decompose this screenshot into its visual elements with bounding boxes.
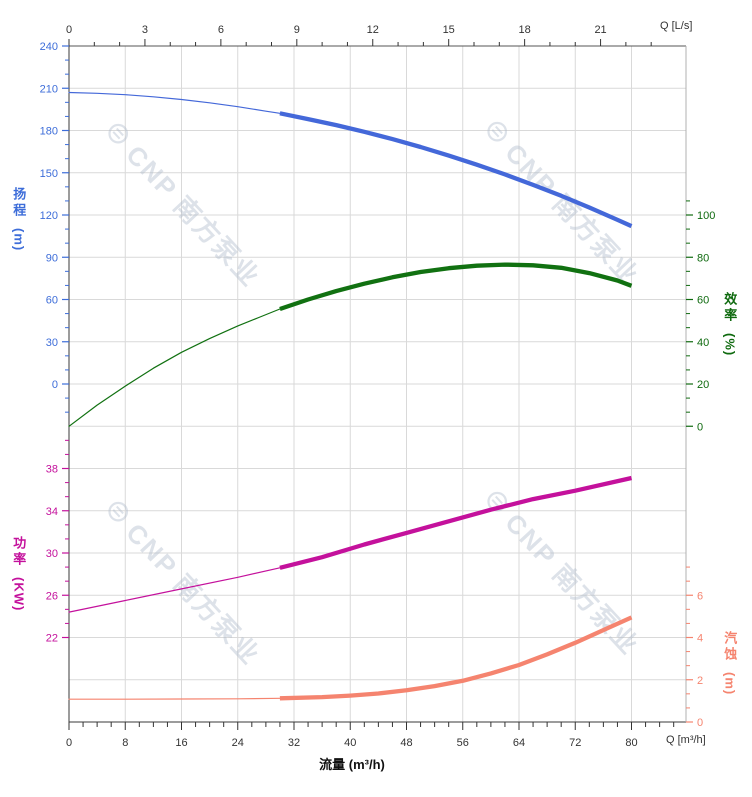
bottom-axis-tick-label: 0 bbox=[66, 737, 72, 749]
npsh-axis-tick-label: 2 bbox=[697, 675, 703, 687]
head-axis-tick-label: 150 bbox=[40, 168, 58, 180]
head-axis-tick-label: 90 bbox=[46, 252, 58, 264]
top-axis-tick-label: 0 bbox=[66, 24, 72, 36]
watermark-cnp: ⊜ CNP 南方泵业 bbox=[96, 112, 270, 294]
bottom-axis-tick-label: 16 bbox=[175, 737, 187, 749]
head-axis-tick-label: 240 bbox=[40, 41, 58, 53]
bottom-axis-tick-label: 64 bbox=[513, 737, 525, 749]
efficiency-curve bbox=[279, 262, 633, 312]
head-axis-tick-label: 180 bbox=[40, 126, 58, 138]
top-axis-tick-label: 3 bbox=[142, 24, 148, 36]
bottom-axis-tick-label: 40 bbox=[344, 737, 356, 749]
watermark-cnp: ⊜ CNP 南方泵业 bbox=[475, 480, 649, 662]
efficiency-axis-title: 效率 (%) bbox=[722, 292, 738, 357]
efficiency-axis-tick-label: 60 bbox=[697, 295, 709, 307]
bottom-axis-tick-label: 48 bbox=[400, 737, 412, 749]
watermark-cnp: ⊜ CNP 南方泵业 bbox=[475, 110, 649, 292]
top-axis-tick-label: 12 bbox=[367, 24, 379, 36]
bottom-axis-tick-label: 56 bbox=[457, 737, 469, 749]
npsh-axis-unit: (m) bbox=[722, 672, 738, 696]
efficiency-axis-unit: (%) bbox=[722, 333, 738, 357]
bottom-axis-tick-label: 8 bbox=[122, 737, 128, 749]
head-curve-thin bbox=[68, 91, 281, 114]
bottom-axis-tick-label: 32 bbox=[288, 737, 300, 749]
bottom-axis-tick-label: 80 bbox=[625, 737, 637, 749]
power-curve bbox=[279, 475, 632, 570]
head-axis-unit: (m) bbox=[11, 228, 27, 252]
watermark-cnp: ⊜ CNP 南方泵业 bbox=[96, 490, 270, 672]
power-axis-title: 功率 (KW) bbox=[11, 536, 27, 612]
head-axis-title-text: 扬程 bbox=[11, 187, 27, 219]
npsh-curve-thin bbox=[68, 697, 281, 700]
npsh-axis-title-text: 汽蚀 bbox=[722, 631, 738, 663]
bottom-axis-unit-label: Q [m³/h] bbox=[666, 734, 706, 746]
power-axis-tick-label: 26 bbox=[46, 590, 58, 602]
power-axis-tick-label: 22 bbox=[46, 633, 58, 645]
bottom-axis-tick-label: 72 bbox=[569, 737, 581, 749]
efficiency-axis-tick-label: 100 bbox=[697, 210, 715, 222]
head-axis-tick-label: 120 bbox=[40, 210, 58, 222]
head-axis-tick-label: 0 bbox=[52, 379, 58, 391]
watermark-text: CNP 南方泵业 bbox=[120, 139, 267, 293]
watermark-text: CNP 南方泵业 bbox=[120, 517, 267, 671]
top-axis-tick-label: 15 bbox=[443, 24, 455, 36]
power-axis-title-text: 功率 bbox=[11, 536, 27, 568]
top-axis-tick-label: 21 bbox=[594, 24, 606, 36]
head-axis-title: 扬程 (m) bbox=[11, 187, 27, 252]
efficiency-axis-tick-label: 20 bbox=[697, 379, 709, 391]
head-axis-tick-label: 30 bbox=[46, 337, 58, 349]
watermark-text: CNP 南方泵业 bbox=[499, 507, 646, 661]
efficiency-axis-tick-label: 40 bbox=[697, 337, 709, 349]
power-axis-unit: (KW) bbox=[11, 577, 27, 612]
efficiency-axis-tick-label: 80 bbox=[697, 252, 709, 264]
watermark-text: CNP 南方泵业 bbox=[499, 137, 646, 291]
efficiency-curve-thin bbox=[68, 308, 281, 427]
top-axis-unit-label: Q [L/s] bbox=[660, 20, 693, 32]
efficiency-axis-title-text: 效率 bbox=[722, 292, 738, 324]
top-axis-tick-label: 9 bbox=[294, 24, 300, 36]
flow-axis-title: 流量 (m³/h) bbox=[319, 757, 385, 772]
power-axis-tick-label: 34 bbox=[46, 506, 58, 518]
top-axis-tick-label: 18 bbox=[519, 24, 531, 36]
npsh-axis-tick-label: 0 bbox=[697, 717, 703, 729]
bottom-axis-tick-label: 24 bbox=[232, 737, 244, 749]
npsh-axis-title: 汽蚀 (m) bbox=[722, 631, 738, 696]
power-axis-tick-label: 30 bbox=[46, 548, 58, 560]
npsh-curve bbox=[279, 615, 633, 701]
npsh-axis-tick-label: 6 bbox=[697, 590, 703, 602]
efficiency-axis-tick-label: 0 bbox=[697, 421, 703, 433]
power-axis-tick-label: 38 bbox=[46, 464, 58, 476]
head-axis-tick-label: 60 bbox=[46, 295, 58, 307]
head-axis-tick-label: 210 bbox=[40, 83, 58, 95]
npsh-axis-tick-label: 4 bbox=[697, 633, 703, 645]
top-axis-tick-label: 6 bbox=[218, 24, 224, 36]
